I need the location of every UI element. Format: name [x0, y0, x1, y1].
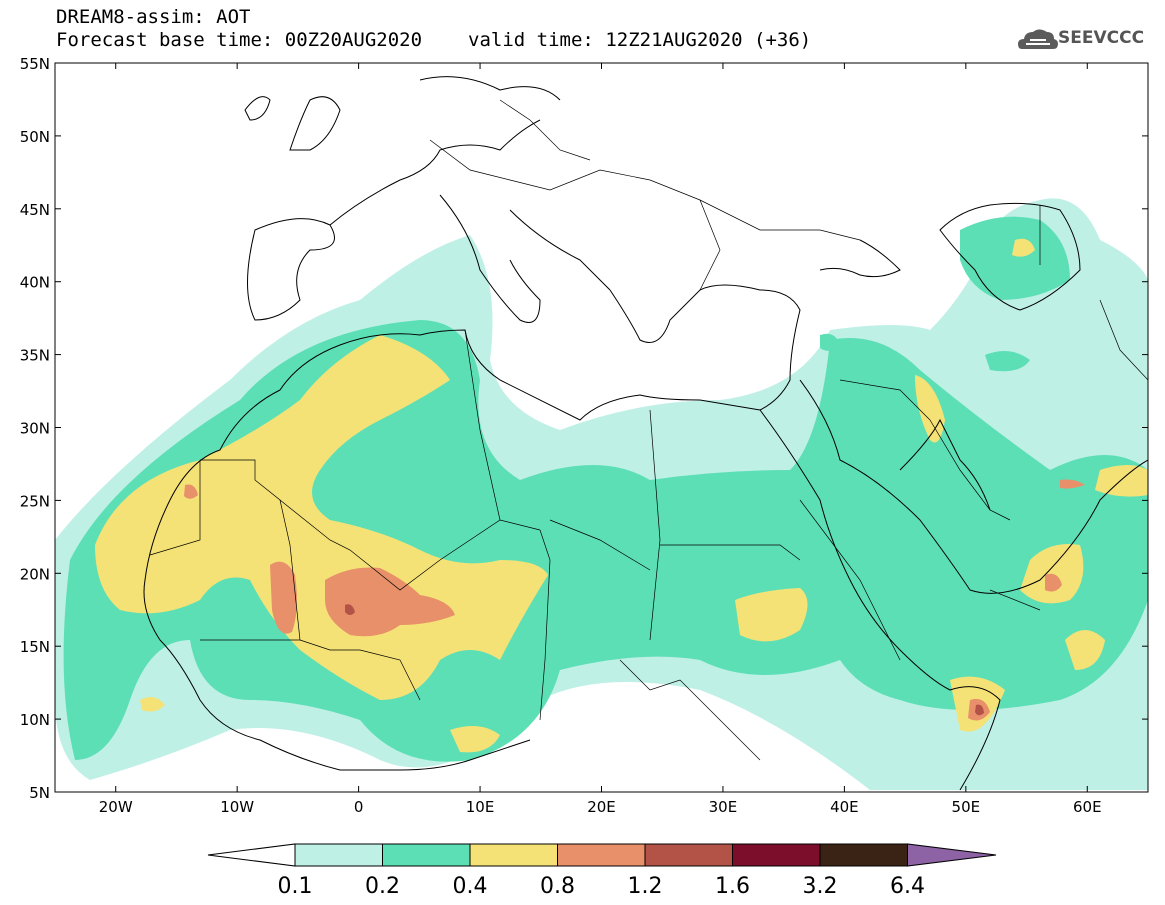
lon-label: 20W: [99, 798, 133, 816]
colorbar-labels: 0.1 0.2 0.4 0.8 1.2 1.6 3.2 6.4: [278, 874, 926, 899]
lon-label: 10W: [220, 798, 254, 816]
colorbar-segment: [294, 843, 383, 867]
colorbar-segment: [819, 843, 908, 867]
lat-label: 15N: [20, 638, 50, 656]
colorbar-label: 0.4: [453, 874, 488, 899]
lon-label: 0: [354, 798, 364, 816]
logo-text: SEEVCCC: [1058, 28, 1145, 48]
map-title: DREAM8-assim: AOT: [56, 6, 251, 28]
lat-label: 40N: [20, 274, 50, 292]
lon-label: 10E: [466, 798, 495, 816]
lat-label: 55N: [20, 55, 50, 73]
colorbar-segment: [644, 843, 733, 867]
lon-label: 50E: [952, 798, 981, 816]
lon-label: 30E: [709, 798, 738, 816]
lat-label: 5N: [29, 784, 50, 802]
colorbar-label: 0.1: [278, 874, 313, 899]
colorbar-segment: [382, 843, 471, 867]
lon-label: 40E: [830, 798, 859, 816]
latitude-labels: 55N 50N 45N 40N 35N 30N 25N 20N 15N 10N 5N: [20, 55, 50, 802]
colorbar: [207, 843, 997, 867]
lat-label: 20N: [20, 565, 50, 583]
colorbar-label: 6.4: [890, 874, 925, 899]
axis-ticks: [55, 62, 1148, 793]
lat-label: 45N: [20, 201, 50, 219]
lon-label: 60E: [1073, 798, 1102, 816]
base-time: Forecast base time: 00Z20AUG2020: [56, 29, 423, 51]
colorbar-label: 0.8: [540, 874, 575, 899]
colorbar-segment: [557, 843, 646, 867]
coastlines: [143, 76, 1148, 791]
colorbar-label: 3.2: [803, 874, 838, 899]
longitude-labels: 20W 10W 0 10E 20E 30E 40E 50E 60E: [99, 798, 1102, 816]
colorbar-label: 1.2: [628, 874, 663, 899]
colorbar-label: 0.2: [365, 874, 400, 899]
lat-label: 35N: [20, 347, 50, 365]
colorbar-label: 1.6: [715, 874, 750, 899]
lat-label: 10N: [20, 711, 50, 729]
lat-label: 25N: [20, 492, 50, 510]
borders: [149, 99, 1148, 761]
aot-band-1.2: [345, 604, 984, 716]
colorbar-segment: [469, 843, 558, 867]
map-subtitle: Forecast base time: 00Z20AUG2020 valid ti…: [56, 29, 811, 51]
lat-label: 30N: [20, 420, 50, 438]
valid-time: valid time: 12Z21AUG2020 (+36): [468, 29, 812, 51]
colorbar-over-arrow: [907, 843, 997, 867]
lat-label: 50N: [20, 128, 50, 146]
colorbar-segment: [732, 843, 821, 867]
cloud-icon: [1018, 29, 1058, 49]
colorbar-under-arrow: [207, 843, 296, 867]
lon-label: 20E: [587, 798, 616, 816]
aot-band-0.8: [184, 479, 1085, 721]
